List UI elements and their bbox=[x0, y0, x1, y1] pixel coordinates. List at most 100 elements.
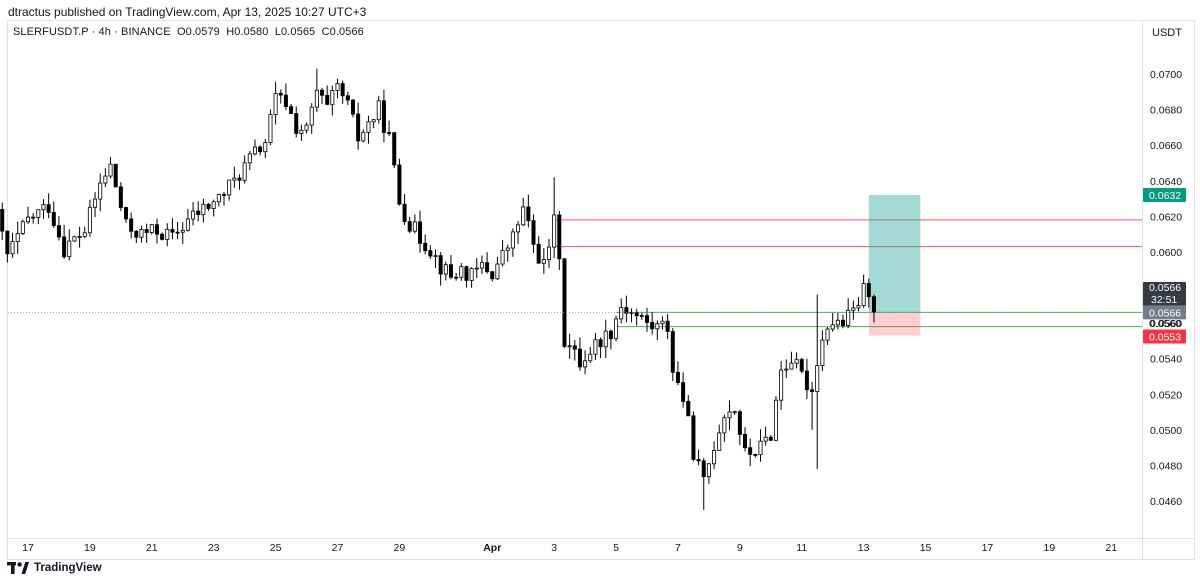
footer: TradingView bbox=[7, 562, 102, 574]
price-line-badge-bg bbox=[1143, 305, 1186, 320]
candle-body bbox=[237, 177, 242, 181]
candle-body bbox=[552, 214, 557, 248]
candle-body bbox=[541, 259, 546, 264]
candle-body bbox=[588, 353, 593, 362]
candle bbox=[423, 234, 428, 255]
candle-body bbox=[598, 339, 603, 348]
candle-body bbox=[784, 368, 789, 371]
candle-body bbox=[516, 224, 521, 233]
candle-body bbox=[294, 113, 299, 134]
candle-body bbox=[87, 206, 92, 234]
stop-zone bbox=[868, 312, 921, 336]
candle-body bbox=[139, 229, 144, 238]
candle bbox=[428, 245, 433, 259]
candle-body bbox=[655, 323, 660, 330]
candle-body bbox=[804, 370, 809, 391]
candle-body bbox=[722, 417, 727, 434]
low-value: L0.0565 bbox=[274, 26, 316, 38]
candle bbox=[474, 258, 479, 279]
candle bbox=[124, 206, 129, 223]
candle bbox=[645, 307, 650, 332]
candle-body bbox=[423, 242, 428, 252]
candle-body bbox=[154, 224, 159, 235]
candle-body bbox=[835, 319, 840, 326]
candle bbox=[196, 201, 201, 222]
candle-body bbox=[629, 312, 634, 314]
time-tick-label: 15 bbox=[920, 542, 932, 554]
candle-body bbox=[846, 309, 851, 326]
candle bbox=[675, 361, 680, 386]
candle bbox=[98, 173, 103, 212]
candle bbox=[51, 201, 56, 228]
candle bbox=[629, 308, 634, 323]
candle-body bbox=[773, 399, 778, 441]
time-tick-label: 3 bbox=[551, 542, 557, 554]
target-price-badge-bg bbox=[1143, 187, 1186, 202]
candle-body bbox=[361, 131, 366, 142]
candle-body bbox=[428, 250, 433, 257]
candle bbox=[448, 254, 453, 280]
candle-body bbox=[31, 216, 36, 219]
candle-body bbox=[124, 207, 129, 220]
candle-body bbox=[474, 267, 479, 270]
candle bbox=[588, 347, 593, 363]
candle-body bbox=[381, 100, 386, 133]
candle bbox=[335, 78, 340, 99]
candle-body bbox=[371, 119, 376, 123]
candle-body bbox=[562, 258, 567, 347]
candle bbox=[464, 265, 469, 288]
candle-body bbox=[691, 415, 696, 460]
candle-body bbox=[242, 162, 247, 181]
candle-body bbox=[650, 322, 655, 330]
candle-body bbox=[77, 236, 82, 238]
candle bbox=[851, 300, 856, 320]
candle-body bbox=[830, 324, 835, 330]
candle-body bbox=[464, 266, 469, 281]
candle-body bbox=[376, 100, 381, 121]
candle bbox=[835, 313, 840, 330]
candle bbox=[330, 85, 335, 116]
candle bbox=[216, 193, 221, 207]
candle-body bbox=[469, 268, 474, 281]
time-tick-label: 17 bbox=[22, 542, 34, 554]
candle bbox=[77, 226, 82, 248]
candle bbox=[516, 221, 521, 244]
target-price-badge-text: 0.0632 bbox=[1149, 190, 1181, 202]
candle bbox=[376, 95, 381, 124]
candle bbox=[134, 229, 139, 244]
candle bbox=[418, 210, 423, 253]
currency-label[interactable]: USDT bbox=[1152, 27, 1182, 39]
candle bbox=[841, 314, 846, 329]
price-tick-label: 0.0540 bbox=[1150, 354, 1182, 366]
candle-body bbox=[350, 99, 355, 115]
candle-body bbox=[62, 236, 67, 258]
candle-body bbox=[412, 221, 417, 232]
candle bbox=[598, 337, 603, 359]
candle-body bbox=[737, 411, 742, 435]
candle bbox=[438, 252, 443, 286]
candle-body bbox=[536, 243, 541, 264]
candle-body bbox=[701, 460, 706, 478]
candle-body bbox=[366, 121, 371, 133]
candle-body bbox=[309, 106, 314, 126]
candle-body bbox=[614, 318, 619, 340]
candle bbox=[392, 132, 397, 169]
candle bbox=[397, 158, 402, 206]
candle-body bbox=[500, 249, 505, 265]
price-tick-label: 0.0460 bbox=[1150, 496, 1182, 508]
candle bbox=[273, 81, 278, 125]
candle bbox=[237, 174, 242, 190]
candle-body bbox=[356, 113, 361, 142]
candle-body bbox=[299, 129, 304, 134]
candle bbox=[82, 226, 87, 239]
candle bbox=[320, 87, 325, 104]
candle-body bbox=[41, 204, 46, 211]
candle-body bbox=[206, 203, 211, 209]
candle bbox=[639, 312, 644, 320]
candle bbox=[614, 315, 619, 342]
candle bbox=[371, 118, 376, 129]
candle-body bbox=[433, 255, 438, 258]
candle bbox=[531, 214, 536, 254]
candle-body bbox=[51, 211, 56, 227]
